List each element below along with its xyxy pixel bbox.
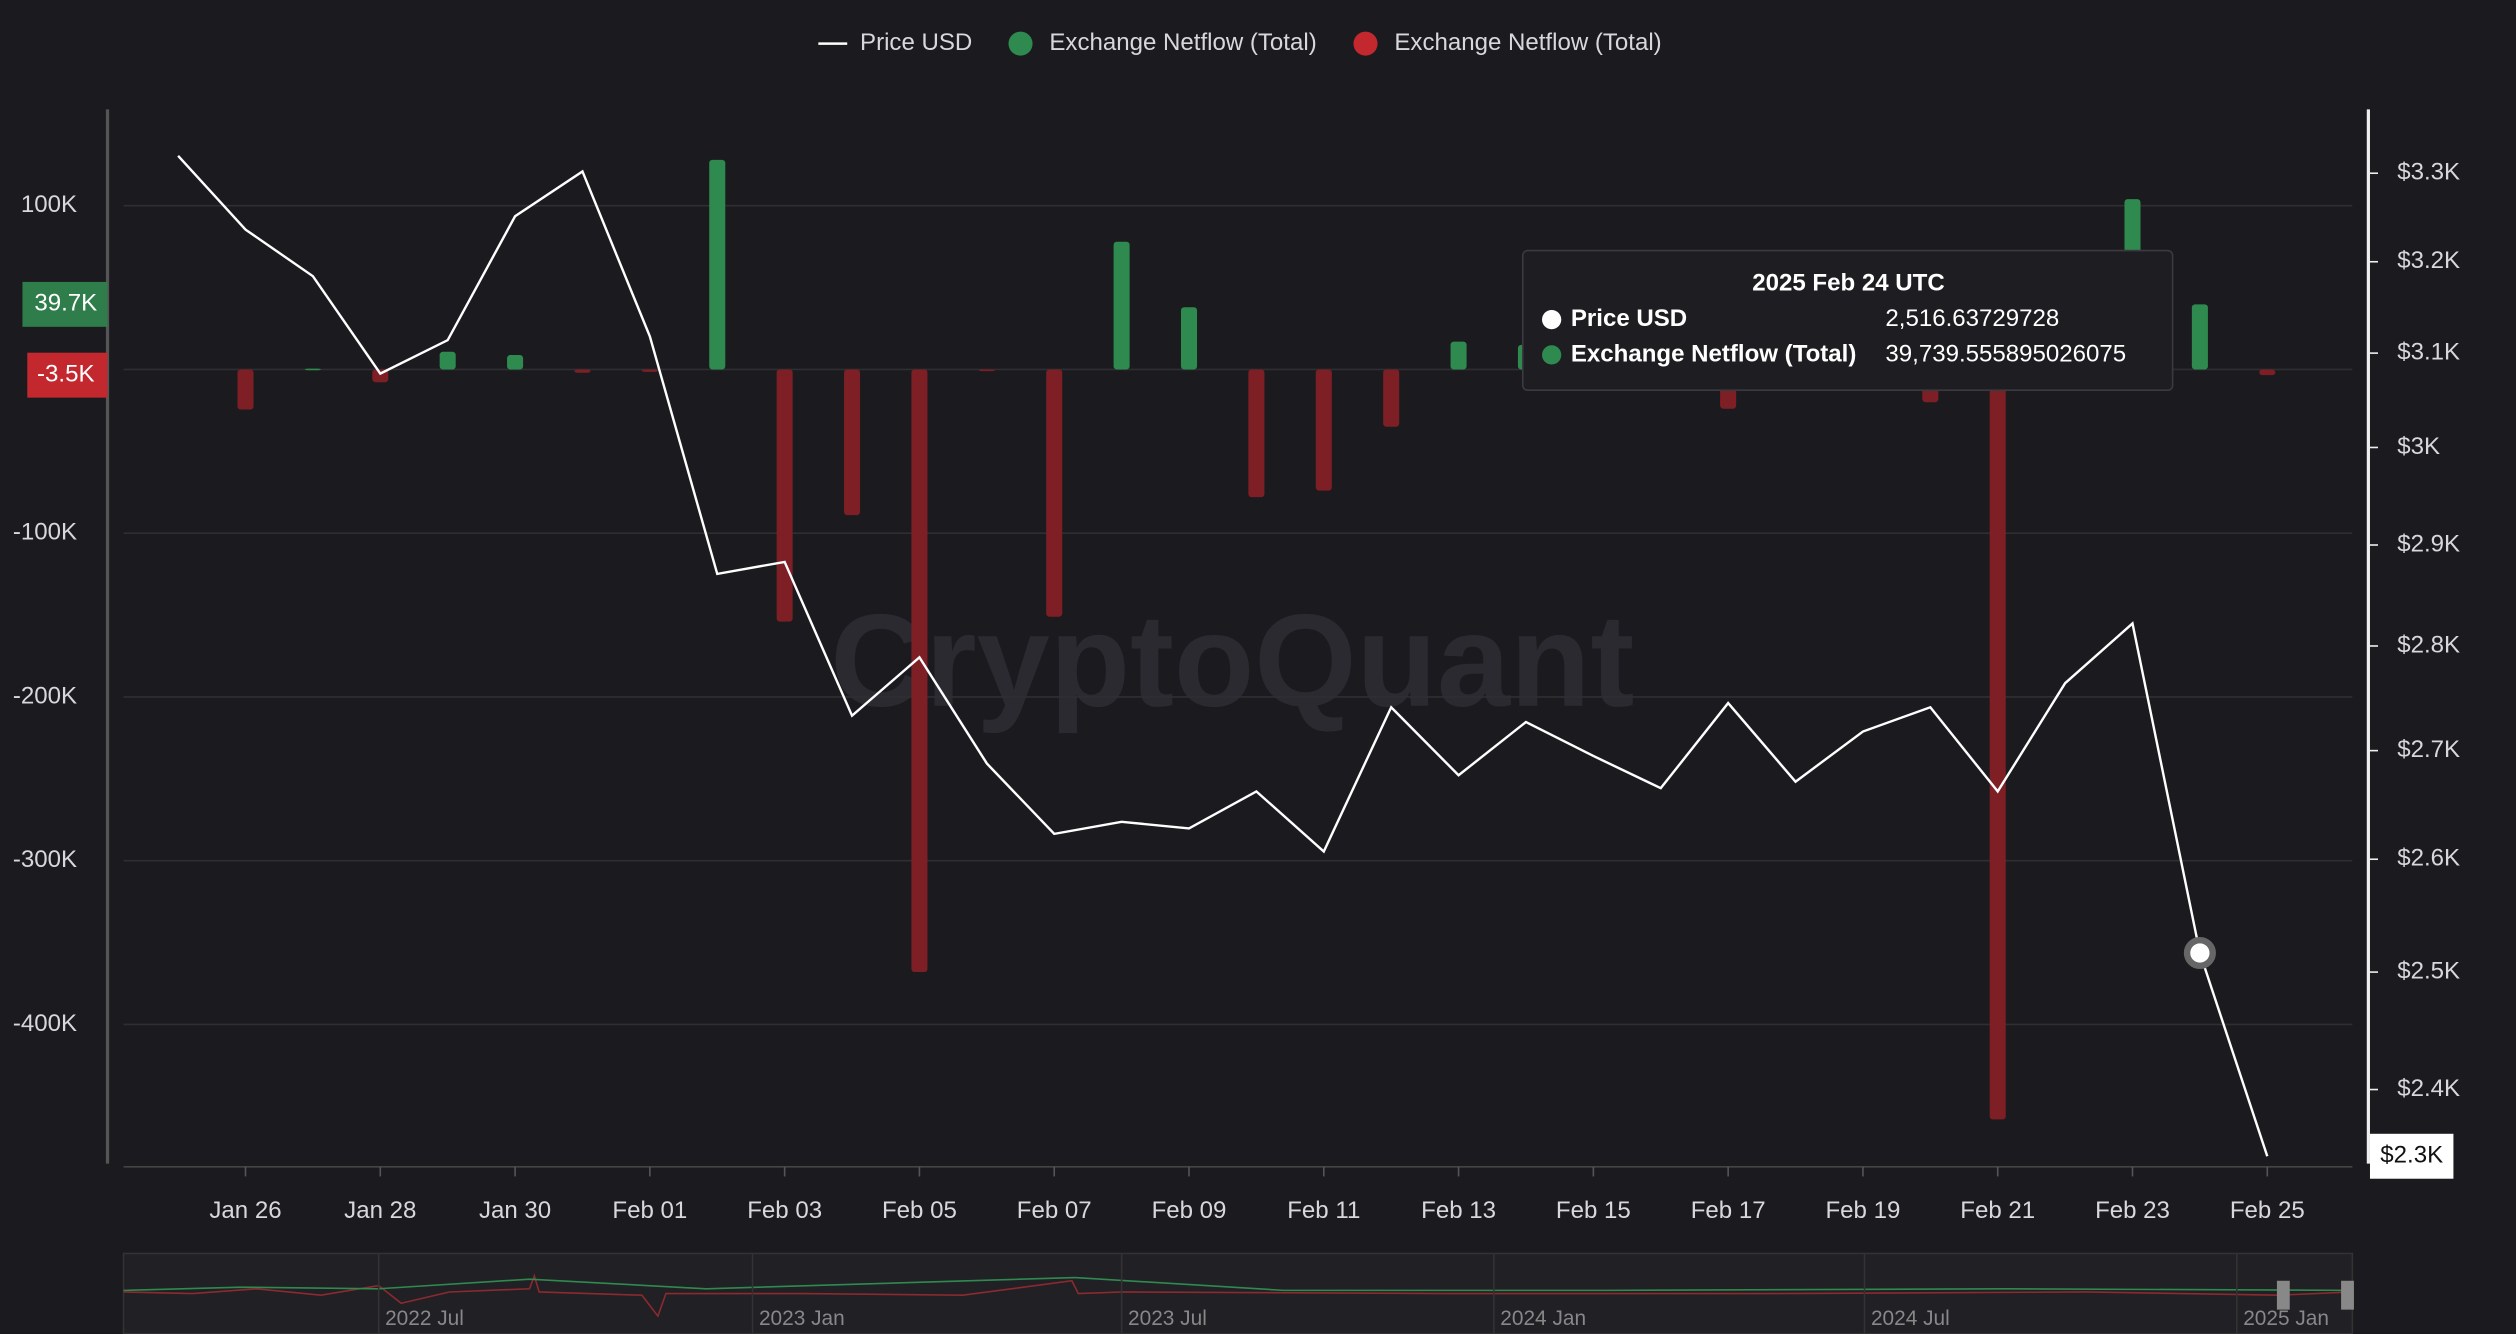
x-tick-label: Jan 26 xyxy=(209,1197,281,1224)
bar xyxy=(1180,307,1198,370)
tooltip-swatch xyxy=(1542,309,1562,330)
legend-label: Exchange Netflow (Total) xyxy=(1394,29,1661,56)
y2-tick-label: $2.9K xyxy=(2397,530,2460,557)
watermark: CryptoQuant xyxy=(830,587,1634,734)
bar xyxy=(237,369,254,410)
bar xyxy=(2191,304,2208,370)
tooltip-name: Price USD xyxy=(1571,305,1687,332)
bar xyxy=(1248,369,1265,498)
value-badge-label: -3.5K xyxy=(37,361,94,388)
x-tick-label: Feb 21 xyxy=(1960,1197,2035,1224)
y2-tick-label: $3K xyxy=(2397,433,2440,460)
tooltip: 2025 Feb 24 UTC Price USD 2,516.63729728 Ex… xyxy=(1521,249,2174,392)
x-tick-label: Feb 23 xyxy=(2095,1197,2170,1224)
bar xyxy=(844,369,861,516)
tooltip-box xyxy=(1521,249,2174,392)
legend-label: Exchange Netflow (Total) xyxy=(1049,29,1316,56)
navigator-label: 2023 Jan xyxy=(759,1307,845,1330)
bar xyxy=(709,159,726,370)
navigator-label: 2023 Jul xyxy=(1128,1307,1207,1330)
price-badge xyxy=(2369,1133,2454,1179)
y2-tick-label: $2.5K xyxy=(2397,957,2460,984)
y2-tick-label: $3.1K xyxy=(2397,338,2460,365)
bar xyxy=(574,369,591,373)
bar xyxy=(1113,241,1130,370)
tooltip-value: 2,516.63729728 xyxy=(1885,305,2059,332)
x-tick-label: Feb 07 xyxy=(1017,1197,1092,1224)
tooltip-name: Exchange Netflow (Total) xyxy=(1571,340,1856,367)
tooltip-swatch xyxy=(1542,345,1562,365)
x-tick-label: Feb 05 xyxy=(882,1197,957,1224)
hover-point xyxy=(2183,936,2216,970)
bar xyxy=(1989,369,2006,1120)
price-line xyxy=(177,155,2269,1157)
x-tick-label: Feb 13 xyxy=(1421,1197,1496,1224)
bar xyxy=(1383,369,1400,427)
y-tick-label: -400K xyxy=(13,1010,77,1037)
legend-swatch xyxy=(1008,31,1033,56)
x-tick-label: Jan 28 xyxy=(344,1197,416,1224)
bar xyxy=(439,351,456,370)
y2-tick-label: $3.2K xyxy=(2397,247,2460,274)
value-badge xyxy=(27,352,108,398)
bar xyxy=(1315,369,1332,491)
legend-swatch xyxy=(1353,31,1378,56)
bar xyxy=(978,369,995,372)
navigator-label: 2025 Jan xyxy=(2243,1307,2329,1330)
y-tick-label: -100K xyxy=(13,519,77,546)
y-tick-label: -200K xyxy=(13,682,77,709)
x-tick-label: Feb 25 xyxy=(2230,1197,2305,1224)
y-tick-label: -300K xyxy=(13,846,77,873)
x-tick-label: Feb 11 xyxy=(1287,1197,1360,1224)
navigator-label: 2024 Jan xyxy=(1500,1307,1586,1330)
price-badge-label: $2.3K xyxy=(2380,1142,2443,1169)
y2-tick-label: $2.8K xyxy=(2397,631,2460,658)
x-tick-label: Feb 01 xyxy=(612,1197,687,1224)
bar xyxy=(641,369,658,372)
x-tick-label: Feb 09 xyxy=(1152,1197,1227,1224)
navigator-label: 2022 Jul xyxy=(385,1307,464,1330)
bar xyxy=(2259,369,2276,376)
y2-tick-label: $3.3K xyxy=(2397,159,2460,186)
x-tick-label: Feb 15 xyxy=(1556,1197,1631,1224)
navigator-handle[interactable] xyxy=(2276,1280,2290,1310)
legend-label: Price USD xyxy=(860,29,972,56)
value-badge-label: 39.7K xyxy=(34,290,97,317)
y2-tick-label: $2.6K xyxy=(2397,845,2460,872)
y-tick-label: 100K xyxy=(21,191,77,218)
bar xyxy=(776,369,793,622)
bar xyxy=(304,368,321,371)
x-tick-label: Feb 19 xyxy=(1825,1197,1900,1224)
bar xyxy=(1450,341,1467,370)
bar xyxy=(507,355,524,370)
bar xyxy=(911,369,928,973)
x-tick-label: Feb 03 xyxy=(747,1197,822,1224)
bar xyxy=(1046,369,1063,617)
navigator-handle[interactable] xyxy=(2341,1280,2354,1310)
x-tick-label: Jan 30 xyxy=(479,1197,551,1224)
tooltip-value: 39,739.555895026075 xyxy=(1885,340,2126,367)
x-tick-label: Feb 17 xyxy=(1691,1197,1766,1224)
y2-tick-label: $2.4K xyxy=(2397,1075,2460,1102)
value-badge xyxy=(22,281,108,327)
navigator-line xyxy=(123,1276,2353,1292)
tooltip-title: 2025 Feb 24 UTC xyxy=(1752,270,1944,297)
navigator-label: 2024 Jul xyxy=(1871,1307,1950,1330)
y2-tick-label: $2.7K xyxy=(2397,736,2460,763)
